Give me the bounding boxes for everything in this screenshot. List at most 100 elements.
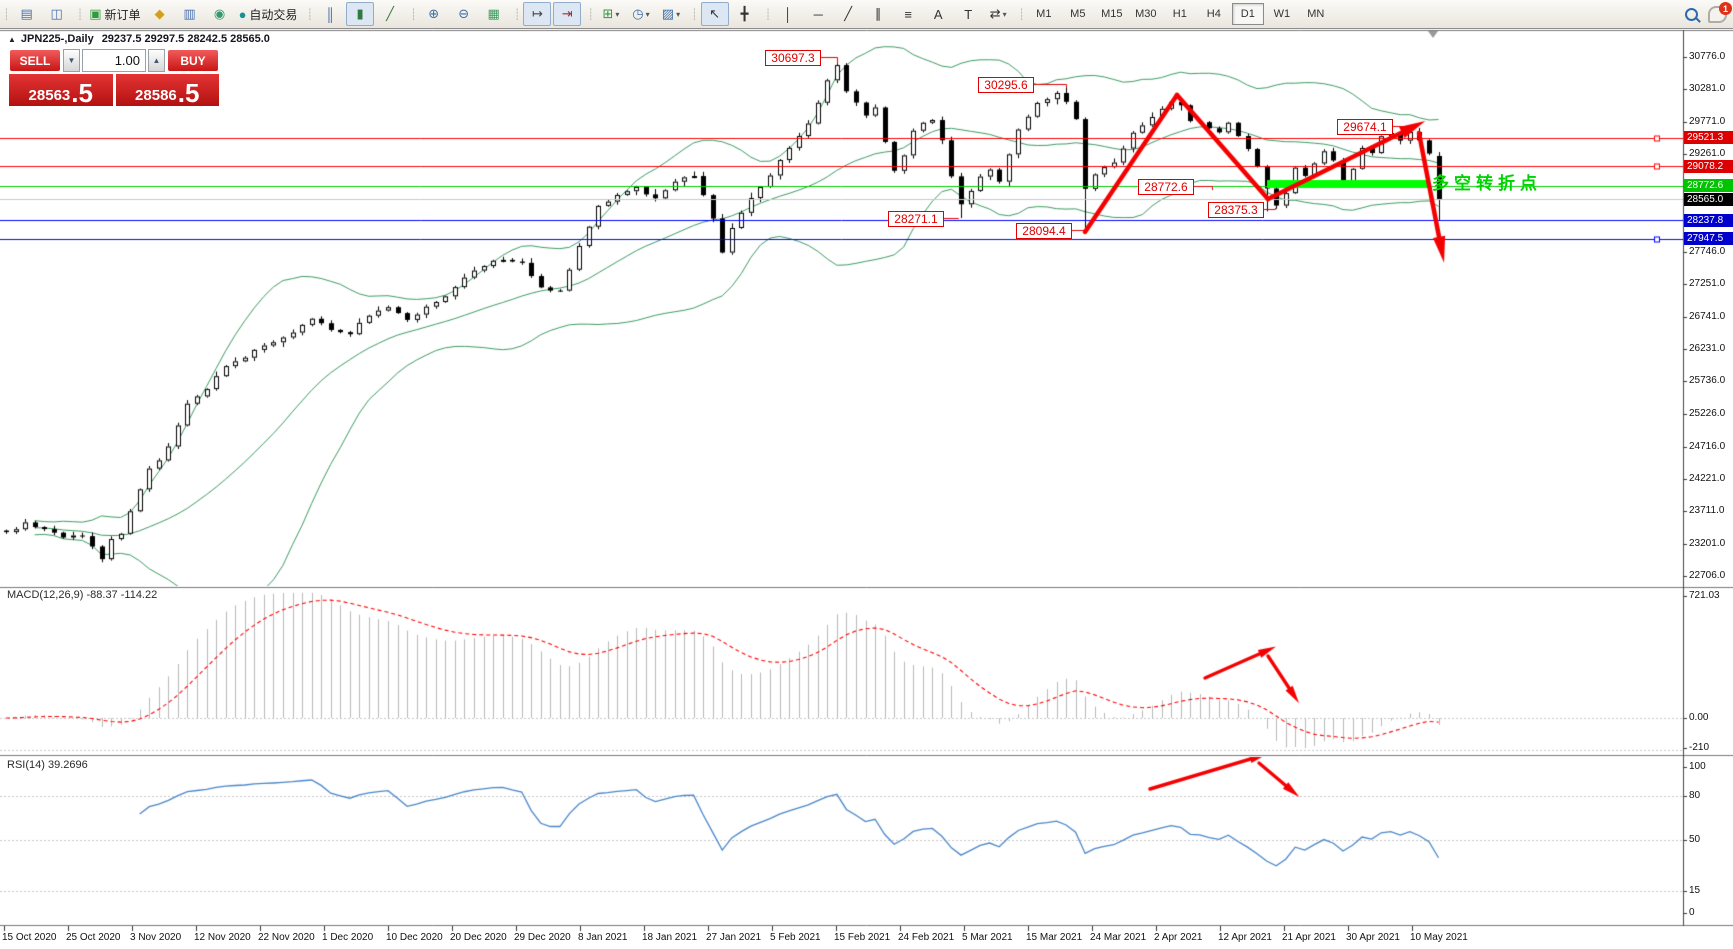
price-annotation[interactable]: 28271.1 [888, 211, 944, 227]
toolbar-group: ┊ ⊕ ⊖ ▦ [407, 0, 511, 28]
toolbar-group-handle[interactable]: ┊ [690, 8, 698, 21]
text-tool-icon: A [933, 6, 943, 22]
crosshair-button[interactable]: ╋ [731, 2, 759, 26]
line-chart-button[interactable]: ╱ [376, 2, 404, 26]
zoom-in-icon: ⊕ [428, 6, 440, 21]
trendline-tool-icon: ╱ [844, 6, 853, 21]
price-annotation[interactable]: 28094.4 [1016, 223, 1072, 239]
buy-price-main: 28586 [135, 87, 177, 104]
autotrading-button[interactable]: ● 自动交易 [236, 2, 301, 26]
buy-price[interactable]: 28586 .5 [115, 74, 219, 108]
toolbar-group: ┊ ║ ▮ ╱ [303, 0, 407, 28]
zoom-out-button[interactable]: ⊖ [450, 2, 478, 26]
metaeditor-button[interactable]: ◆ [146, 2, 174, 26]
terminal-button[interactable]: ▥ [176, 2, 204, 26]
bar-chart-button[interactable]: ║ [316, 2, 344, 26]
indicators-caret-icon[interactable]: ▾ [615, 9, 620, 19]
templates-caret-icon[interactable]: ▾ [676, 9, 681, 19]
vertical-line-tool-button[interactable]: │ [774, 2, 802, 26]
arrows-tool-icon: ⇄ [989, 6, 1001, 21]
trendline-tool-button[interactable]: ╱ [834, 2, 862, 26]
zoom-in-button[interactable]: ⊕ [420, 2, 448, 26]
timeframe-m5-button[interactable]: M5 [1070, 8, 1086, 20]
toolbar-group-handle[interactable]: ┊ [76, 8, 84, 21]
price-annotation[interactable]: 28772.6 [1138, 179, 1194, 195]
fibonacci-tool-icon: ≡ [904, 6, 912, 22]
toolbar-group: ┊ ↦ ⇥ [511, 0, 585, 28]
toolbar-group-handle[interactable]: ┊ [587, 8, 594, 21]
tile-windows-icon: ▦ [487, 6, 500, 21]
timeframe-m1-button[interactable]: M1 [1036, 8, 1052, 20]
bar-chart-icon: ║ [325, 6, 335, 22]
timeframe-h1-button[interactable]: H1 [1172, 8, 1187, 20]
chart-shift-button[interactable]: ⇥ [553, 2, 582, 26]
tile-windows-button[interactable]: ▦ [480, 2, 508, 26]
toolbar: ┊ ▤ ◫ ┊ ▣ 新订单 ◆ ▥ ◉ ● 自动交易 ┊ ║ ▮ ╱ ┊ ⊕ ⊖ ▦ ┊ ↦ ⇥ ┊ ⊞ ▾ ◷ ▾ ▨ ▾ ┊ ↖ ╋ ┊ │ ─… [0, 0, 1733, 29]
equidistant-channel-tool-icon: ∥ [874, 6, 882, 21]
price-annotation[interactable]: 29674.1 [1337, 119, 1393, 135]
fibonacci-tool-button[interactable]: ≡ [894, 2, 922, 26]
text-label-tool-icon: T [964, 6, 973, 22]
price-annotation[interactable]: 30697.3 [765, 50, 821, 66]
arrows-tool-button[interactable]: ⇄ ▾ [984, 2, 1012, 26]
text-tool-button[interactable]: A [924, 2, 952, 26]
templates-icon: ▨ [661, 6, 675, 21]
timeframe-d1-button[interactable]: D1 [1231, 3, 1264, 25]
sell-button[interactable]: SELL [9, 49, 61, 72]
toolbar-group-handle[interactable]: ┊ [3, 8, 10, 21]
timeframe-m30-button[interactable]: M30 [1135, 8, 1157, 20]
new-order-icon: ▣ [89, 6, 102, 21]
profiles-button[interactable]: ◫ [43, 2, 71, 26]
auto-scroll-button[interactable]: ↦ [523, 2, 552, 26]
notification-badge: 1 [1719, 2, 1732, 15]
toolbar-group: ┊ ▣ 新订单 ◆ ▥ ◉ ● 自动交易 [74, 0, 304, 28]
timeframe-m15-button[interactable]: M15 [1101, 8, 1123, 20]
new-order-button[interactable]: ▣ 新订单 [86, 2, 143, 26]
sell-price[interactable]: 28563 .5 [9, 74, 113, 106]
periods-button[interactable]: ◷ ▾ [627, 2, 655, 26]
indicators-button[interactable]: ⊞ ▾ [597, 2, 625, 26]
toolbar-group-handle[interactable]: ┊ [306, 8, 314, 21]
toolbar-group: ┊ │ ─ ╱ ∥ ≡ A T ⇄ ▾ [762, 0, 1016, 28]
toolbar-group-handle[interactable]: ┊ [513, 8, 521, 21]
volume-input[interactable]: 1.00 [82, 49, 146, 72]
new-order-label: 新订单 [104, 7, 141, 22]
timeframe-h4-button[interactable]: H4 [1206, 8, 1221, 20]
search-icon[interactable] [1685, 8, 1698, 21]
new-chart-icon: ▤ [20, 6, 33, 21]
equidistant-channel-tool-button[interactable]: ∥ [864, 2, 892, 26]
arrows-tool-caret-icon[interactable]: ▾ [1002, 9, 1007, 19]
sell-price-main: 28563 [28, 87, 71, 104]
price-annotation[interactable]: 28375.3 [1208, 202, 1264, 218]
cursor-button[interactable]: ↖ [700, 2, 729, 26]
price-annotation[interactable]: 30295.6 [978, 77, 1034, 93]
pivot-annotation-text[interactable]: 多空转折点 [1432, 174, 1542, 193]
toolbar-group-handle[interactable]: ┊ [764, 8, 772, 21]
toolbar-groups: ┊ ▤ ◫ ┊ ▣ 新订单 ◆ ▥ ◉ ● 自动交易 ┊ ║ ▮ ╱ ┊ ⊕ ⊖ ▦ ┊ ↦ ⇥ ┊ ⊞ ▾ ◷ ▾ ▨ ▾ ┊ ↖ ╋ ┊ │ ─… [0, 0, 1335, 28]
timeframe-group: ┊ M1 M5 M15 M30 H1 H4 D1 W1 MN [1015, 0, 1335, 28]
toolbar-group-handle[interactable]: ┊ [410, 8, 417, 21]
text-label-tool-button[interactable]: T [954, 2, 982, 26]
templates-button[interactable]: ▨ ▾ [657, 2, 685, 26]
indicators-icon: ⊞ [602, 6, 614, 21]
volume-up-button[interactable]: ▲ [148, 49, 165, 72]
timeframe-w1-button[interactable]: W1 [1273, 8, 1291, 20]
toolbar-group: ┊ ▤ ◫ [0, 0, 74, 28]
strategy-tester-button[interactable]: ◉ [206, 2, 234, 26]
periods-caret-icon[interactable]: ▾ [645, 9, 650, 19]
line-chart-icon: ╱ [386, 6, 394, 21]
crosshair-icon: ╋ [740, 6, 749, 21]
buy-price-frac: .5 [177, 78, 200, 108]
profiles-icon: ◫ [50, 6, 63, 21]
notification-icon[interactable]: 1 [1708, 2, 1732, 23]
buy-button[interactable]: BUY [167, 49, 219, 72]
horizontal-line-tool-button[interactable]: ─ [804, 2, 832, 26]
new-chart-button[interactable]: ▤ [13, 2, 41, 26]
volume-down-button[interactable]: ▼ [63, 49, 80, 72]
toolbar-group-handle[interactable]: ┊ [1018, 8, 1025, 21]
timeframe-mn-button[interactable]: MN [1307, 8, 1325, 20]
sell-price-frac: .5 [71, 78, 93, 108]
candlesticks-button[interactable]: ▮ [346, 2, 375, 26]
